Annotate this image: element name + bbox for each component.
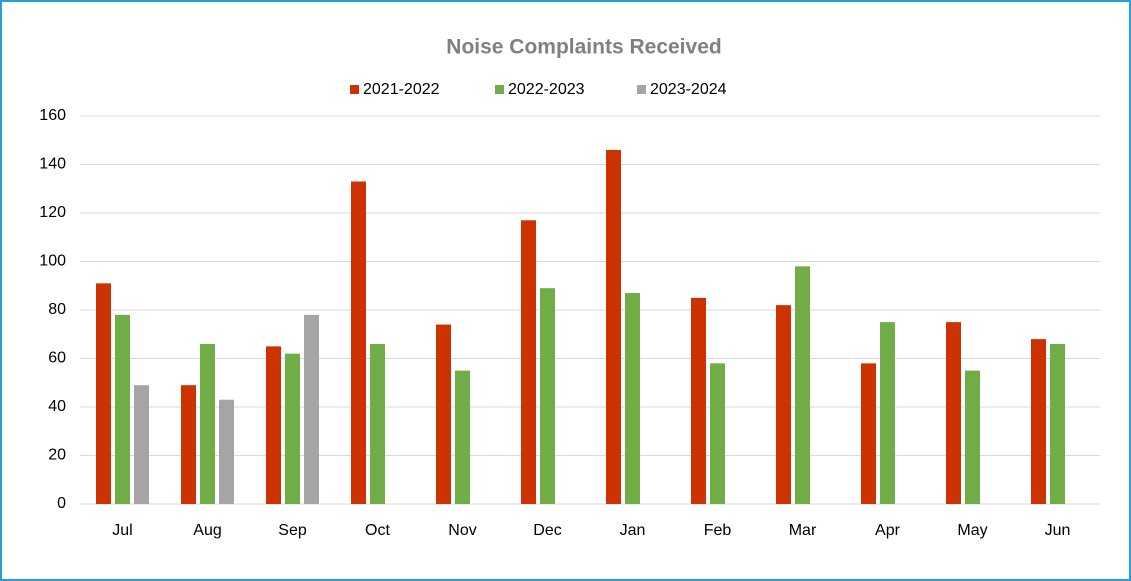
bar	[115, 314, 130, 504]
bar	[625, 293, 640, 504]
y-tick-label: 40	[48, 398, 66, 415]
bar	[521, 220, 536, 504]
bar	[691, 297, 706, 504]
y-tick-label: 60	[48, 350, 66, 367]
bar	[880, 322, 895, 504]
x-tick-label: Jul	[112, 522, 132, 539]
bar	[304, 314, 319, 504]
legend-swatch	[350, 85, 359, 94]
legend-swatch	[495, 85, 504, 94]
x-tick-label: Sep	[278, 522, 307, 539]
legend-swatch	[637, 85, 646, 94]
bar	[266, 346, 281, 504]
y-tick-label: 160	[39, 107, 66, 124]
bar	[861, 363, 876, 504]
bar	[710, 363, 725, 504]
bar	[776, 305, 791, 504]
bar	[285, 353, 300, 504]
bar	[946, 322, 961, 504]
x-tick-label: Mar	[789, 522, 817, 539]
bar	[96, 283, 111, 504]
x-tick-label: May	[957, 522, 987, 539]
bar	[181, 385, 196, 504]
y-tick-label: 140	[39, 156, 66, 173]
x-tick-label: Nov	[448, 522, 476, 539]
legend-label: 2021-2022	[363, 81, 440, 98]
bar	[455, 370, 470, 504]
y-tick-label: 100	[39, 253, 66, 270]
x-tick-label: Jan	[620, 522, 646, 539]
x-tick-label: Apr	[875, 522, 901, 539]
bar	[134, 385, 149, 504]
legend-label: 2023-2024	[650, 81, 727, 98]
x-tick-label: Aug	[193, 522, 221, 539]
bar	[1050, 343, 1065, 504]
bar	[606, 149, 621, 504]
bar	[1031, 339, 1046, 504]
bar	[200, 343, 215, 504]
bar	[370, 343, 385, 504]
y-tick-label: 20	[48, 447, 66, 464]
y-tick-label: 120	[39, 204, 66, 221]
x-tick-label: Dec	[533, 522, 561, 539]
bar	[436, 324, 451, 504]
x-tick-label: Jun	[1045, 522, 1071, 539]
bar	[965, 370, 980, 504]
y-tick-label: 0	[57, 495, 66, 512]
bar	[795, 266, 810, 504]
x-tick-label: Oct	[365, 522, 390, 539]
y-tick-label: 80	[48, 301, 66, 318]
x-tick-label: Feb	[704, 522, 732, 539]
chart-title: Noise Complaints Received	[446, 36, 721, 59]
bar	[540, 288, 555, 504]
bar	[219, 399, 234, 504]
legend-label: 2022-2023	[508, 81, 585, 98]
bar	[351, 181, 366, 504]
